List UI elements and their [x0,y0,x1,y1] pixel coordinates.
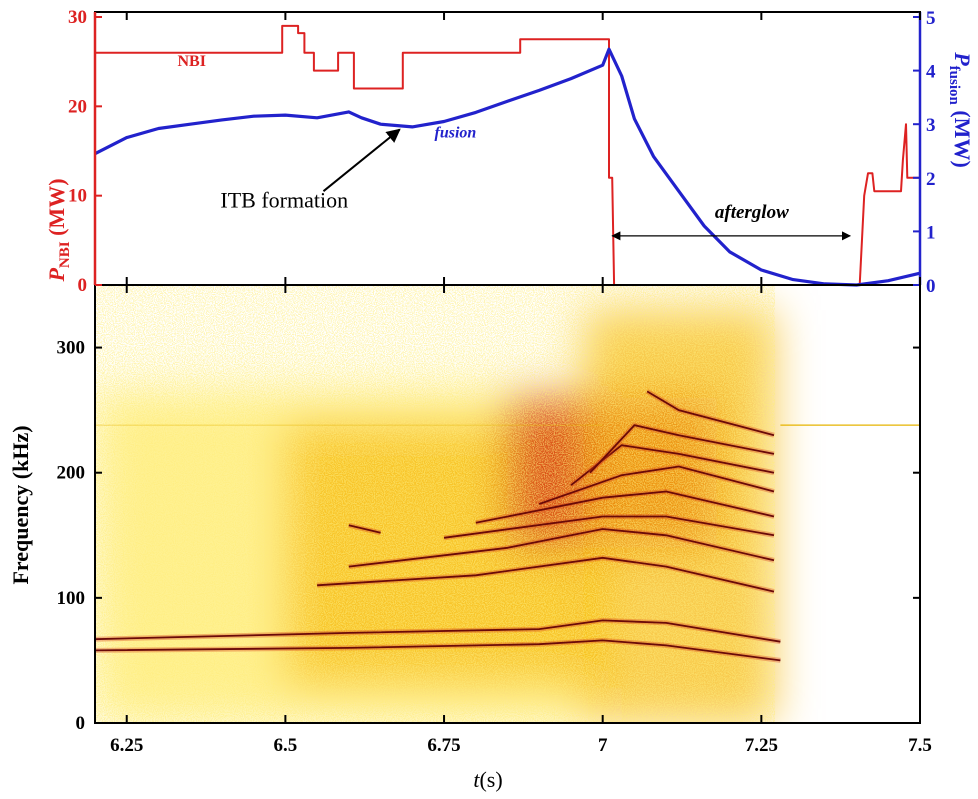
spectrogram-mode-line [317,556,775,593]
spectrogram-mode-line [538,465,775,505]
left-tick-label: 30 [68,7,87,28]
x-axis-title: t(s) [473,767,502,792]
bottom-panel-frame [94,284,921,724]
right-tick-label: 1 [926,222,936,243]
annotation-afterglow: afterglow [715,202,789,223]
left-tick-label: 20 [68,96,87,117]
x-tick-label: 6.25 [110,735,143,756]
x-tick-label: 7.5 [908,735,932,756]
axis-titles: PNBI (MW) Pfusion (MW) Frequency (kHz) t… [8,51,975,792]
spectrogram-mode-line [443,515,775,539]
spectrogram-mode-line [589,424,775,474]
annotations: NBI fusion ITB formation afterglow [178,53,852,241]
spectrogram-noise [95,285,775,723]
spectrogram-mode-line [348,528,775,568]
annotation-fusion: fusion [435,125,477,142]
series-line-nbi [95,24,920,286]
annotation-itb-formation: ITB formation [220,187,348,212]
spectrogram-plot [95,285,920,723]
series-line-fusion [94,47,921,287]
x-tick-label: 6.5 [274,735,298,756]
spectrogram-mode-line [95,639,781,662]
right-tick-label: 2 [926,169,936,190]
spectrogram-mode-line [475,490,775,524]
power-plot [94,24,921,287]
spectrogram-mode-line [95,619,781,643]
spectrogram-mode-line [646,390,775,437]
spectrogram-mode-line [348,524,381,534]
x-tick-label: 7.25 [745,735,778,756]
y-axis-title-fusion: Pfusion (MW) [946,51,975,168]
x-tick-label: 6.75 [427,735,460,756]
freq-tick-label: 300 [57,338,86,359]
right-tick-label: 3 [926,115,936,136]
right-tick-label: 0 [926,276,936,297]
freq-tick-label: 200 [57,463,86,484]
freq-tick-label: 0 [76,713,86,734]
annotation-itb-arrow [322,128,401,192]
x-tick-label: 7 [598,735,608,756]
freq-tick-label: 100 [57,588,86,609]
spectrogram-modes [95,389,781,663]
left-tick-label: 0 [78,275,88,296]
right-tick-label: 5 [926,8,936,29]
right-tick-label: 4 [926,62,936,83]
y-axis-title-nbi: PNBI (MW) [44,178,73,282]
left-tick-label: 10 [68,186,87,207]
annotation-nbi: NBI [178,53,206,70]
y-axis-title-frequency: Frequency (kHz) [8,425,33,584]
